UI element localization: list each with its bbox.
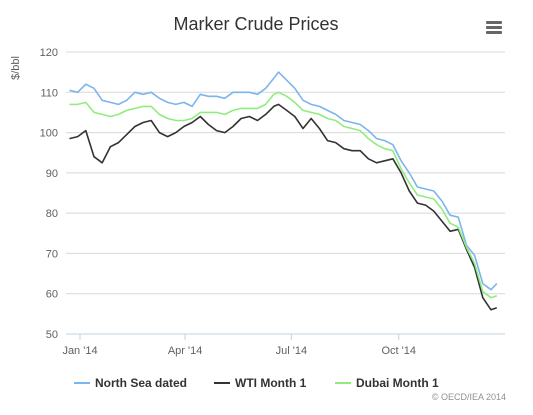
legend-item-north-sea[interactable]: North Sea dated (74, 376, 187, 390)
x-tick-label: Oct '14 (381, 345, 416, 357)
series-line-dubai[interactable] (69, 91, 498, 299)
y-tick-label: 70 (46, 248, 58, 260)
y-axis-ticks: 50 60 70 80 90 100 110 120 (40, 47, 58, 341)
x-tick-label: Jan '14 (62, 345, 97, 357)
y-axis-label: $/bbl (10, 56, 22, 80)
series-line-north-sea[interactable] (69, 71, 498, 291)
credit-text: © OECD/IEA 2014 (432, 392, 506, 402)
y-tick-label: 50 (46, 329, 58, 341)
x-axis-ticks: Jan '14 Apr '14 Jul '14 Oct '14 (62, 334, 416, 357)
x-tick-label: Apr '14 (168, 345, 203, 357)
series-line-wti[interactable] (69, 103, 498, 311)
y-tick-label: 80 (46, 208, 58, 220)
y-tick-label: 90 (46, 168, 58, 180)
hamburger-menu-icon (486, 21, 502, 34)
y-tick-label: 110 (40, 87, 58, 99)
x-tick-label: Jul '14 (276, 345, 307, 357)
legend-label: WTI Month 1 (235, 376, 307, 390)
legend: North Sea dated WTI Month 1 Dubai Month 1 (74, 376, 439, 390)
legend-item-wti[interactable]: WTI Month 1 (214, 376, 307, 390)
legend-label: North Sea dated (95, 376, 187, 390)
y-tick-label: 120 (40, 47, 58, 59)
grid (66, 51, 505, 335)
y-tick-label: 60 (46, 289, 58, 301)
legend-label: Dubai Month 1 (356, 376, 439, 390)
chart-title: Marker Crude Prices (173, 14, 338, 34)
legend-item-dubai[interactable]: Dubai Month 1 (335, 376, 439, 390)
y-tick-label: 100 (40, 128, 58, 140)
chart-menu-button[interactable] (478, 14, 508, 40)
series-lines (69, 71, 498, 311)
